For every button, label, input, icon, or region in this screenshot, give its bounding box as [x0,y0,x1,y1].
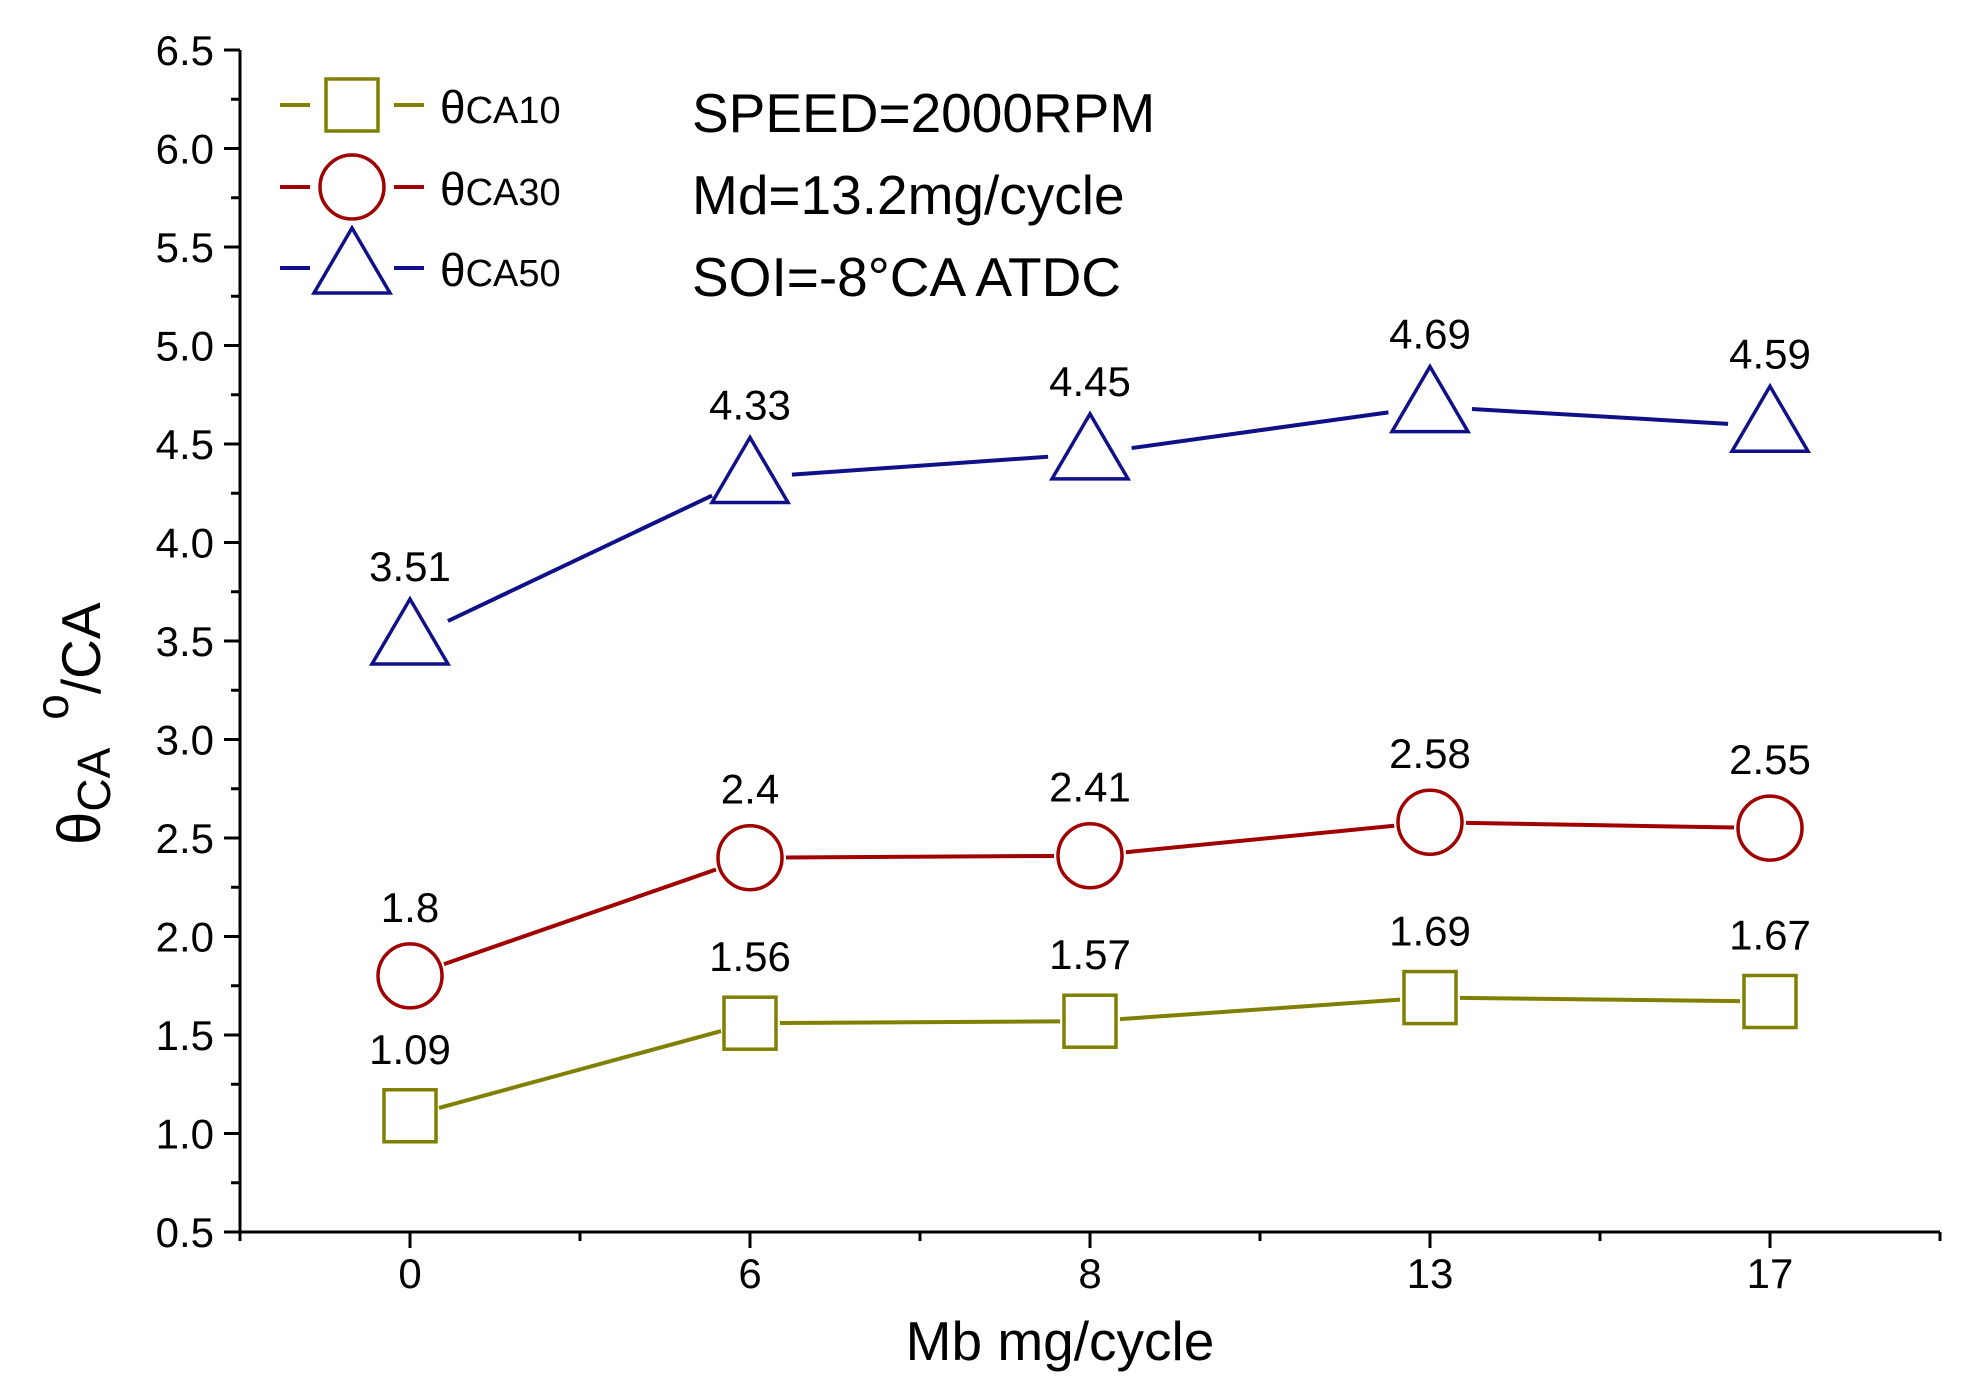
series-line-segment [1465,820,1735,830]
x-axis-title: Mb mg/cycle [906,1310,1215,1372]
data-label: 4.59 [1729,330,1811,377]
series-line-segment [1459,995,1741,1004]
annotation-soi: SOI=-8°CA ATDC [692,246,1121,308]
data-label: 1.09 [369,1026,451,1073]
y-tick-label: 1.5 [156,1012,214,1059]
axes: 0.5 1.0 1.5 2.0 2.5 3.0 3.5 4.0 4.5 5.0 5.5 6.0 6.5 0… [156,27,1942,1297]
data-label: 1.8 [381,884,439,931]
data-point-marker [382,1088,438,1144]
series-line-segment [443,867,717,966]
series-line-segment [1119,997,1401,1022]
legend-label: θCA50 [440,244,561,296]
series-line-segment [447,493,713,623]
data-label: 1.57 [1049,931,1131,978]
data-point-marker [716,823,784,892]
series-line-segment [785,853,1055,860]
data-label: 1.69 [1389,908,1471,955]
y-tick-label: 5.0 [156,323,214,370]
y-tick-label: 2.0 [156,914,214,961]
y-axis-title-main: θ [46,812,113,845]
legend-label: θCA30 [440,163,561,215]
legend-label-sub: CA50 [466,253,561,295]
data-label: 1.56 [709,933,791,980]
legend-label-main: θ [440,163,466,215]
data-point-marker [722,995,778,1051]
legend-label-main: θ [440,244,466,296]
y-axis-title-sub: CA [68,747,120,811]
series-1: 1.09 1.56 1.57 1.69 1.67 [369,908,1811,1144]
data-label: 2.58 [1389,730,1471,777]
y-tick-label: 0.5 [156,1209,214,1256]
legend-marker [324,77,380,133]
legend-entry-3: θCA50 [280,224,561,296]
y-tick-label: 5.5 [156,224,214,271]
y-tick-label: 6.0 [156,126,214,173]
annotation-md: Md=13.2mg/cycle [692,164,1125,226]
y-axis-title-unit: /CA [50,602,112,694]
data-point-marker [1396,788,1464,856]
legend-entry-1: θCA10 [280,77,561,133]
data-label: 2.55 [1729,736,1811,783]
data-label: 1.67 [1729,912,1811,959]
y-tick-label: 1.0 [156,1111,214,1158]
x-tick-label: 13 [1407,1250,1454,1297]
legend-label-sub: CA10 [466,90,561,132]
y-tick-label: 2.5 [156,815,214,862]
series-layer: 1.09 1.56 1.57 1.69 1.67 1.8 2.4 2.41 2.58 2.55 3.… [368,311,1812,1144]
y-tick-label: 3.5 [156,618,214,665]
series-line-segment [1471,407,1729,426]
y-tick-label: 6.5 [156,27,214,74]
data-point-marker [1402,969,1458,1026]
annotations: SPEED=2000RPM Md=13.2mg/cycle SOI=-8°CA … [692,82,1155,308]
data-label: 4.45 [1049,358,1131,405]
y-tick-label: 4.5 [156,421,214,468]
y-axis-title-sup: o [26,694,78,720]
y-tick-label: 3.0 [156,717,214,764]
x-tick-label: 6 [738,1250,761,1297]
data-label: 4.33 [709,381,791,428]
y-axis-title: θCA o/CA [26,602,120,845]
data-point-marker [1056,821,1124,890]
data-point-marker [376,942,444,1010]
data-point-marker [1388,363,1472,434]
legend-entry-2: θCA30 [280,153,561,221]
data-point-marker [1742,973,1798,1030]
x-tick-label: 17 [1747,1250,1794,1297]
annotation-speed: SPEED=2000RPM [692,82,1155,144]
series-line-segment [1125,823,1395,855]
series-line-segment [779,1019,1061,1026]
series-line-segment [438,1029,722,1110]
data-point-marker [1048,410,1132,481]
x-tick-label: 8 [1078,1250,1101,1297]
series-3: 3.51 4.33 4.45 4.69 4.59 [368,311,1812,666]
data-point-marker [1736,794,1804,862]
legend-label-sub: CA30 [466,172,561,214]
data-point-marker [708,434,792,505]
data-point-marker [1062,993,1118,1049]
data-point-marker [368,595,452,666]
legend-label-main: θ [440,81,466,133]
data-point-marker [1728,382,1812,454]
series-line-segment [791,454,1049,477]
legend-marker [318,153,386,221]
data-label: 2.41 [1049,764,1131,811]
data-label: 3.51 [369,543,451,590]
x-tick-label: 0 [398,1250,421,1297]
data-label: 2.4 [721,766,779,813]
legend-marker [310,224,394,295]
legend-label: θCA10 [440,81,561,133]
data-label: 4.69 [1389,311,1471,358]
y-tick-label: 4.0 [156,520,214,567]
svg-text:θCAo/CA: θCA o/CA [26,602,120,845]
series-2: 1.8 2.4 2.41 2.58 2.55 [376,730,1811,1010]
series-line-segment [1131,410,1389,451]
